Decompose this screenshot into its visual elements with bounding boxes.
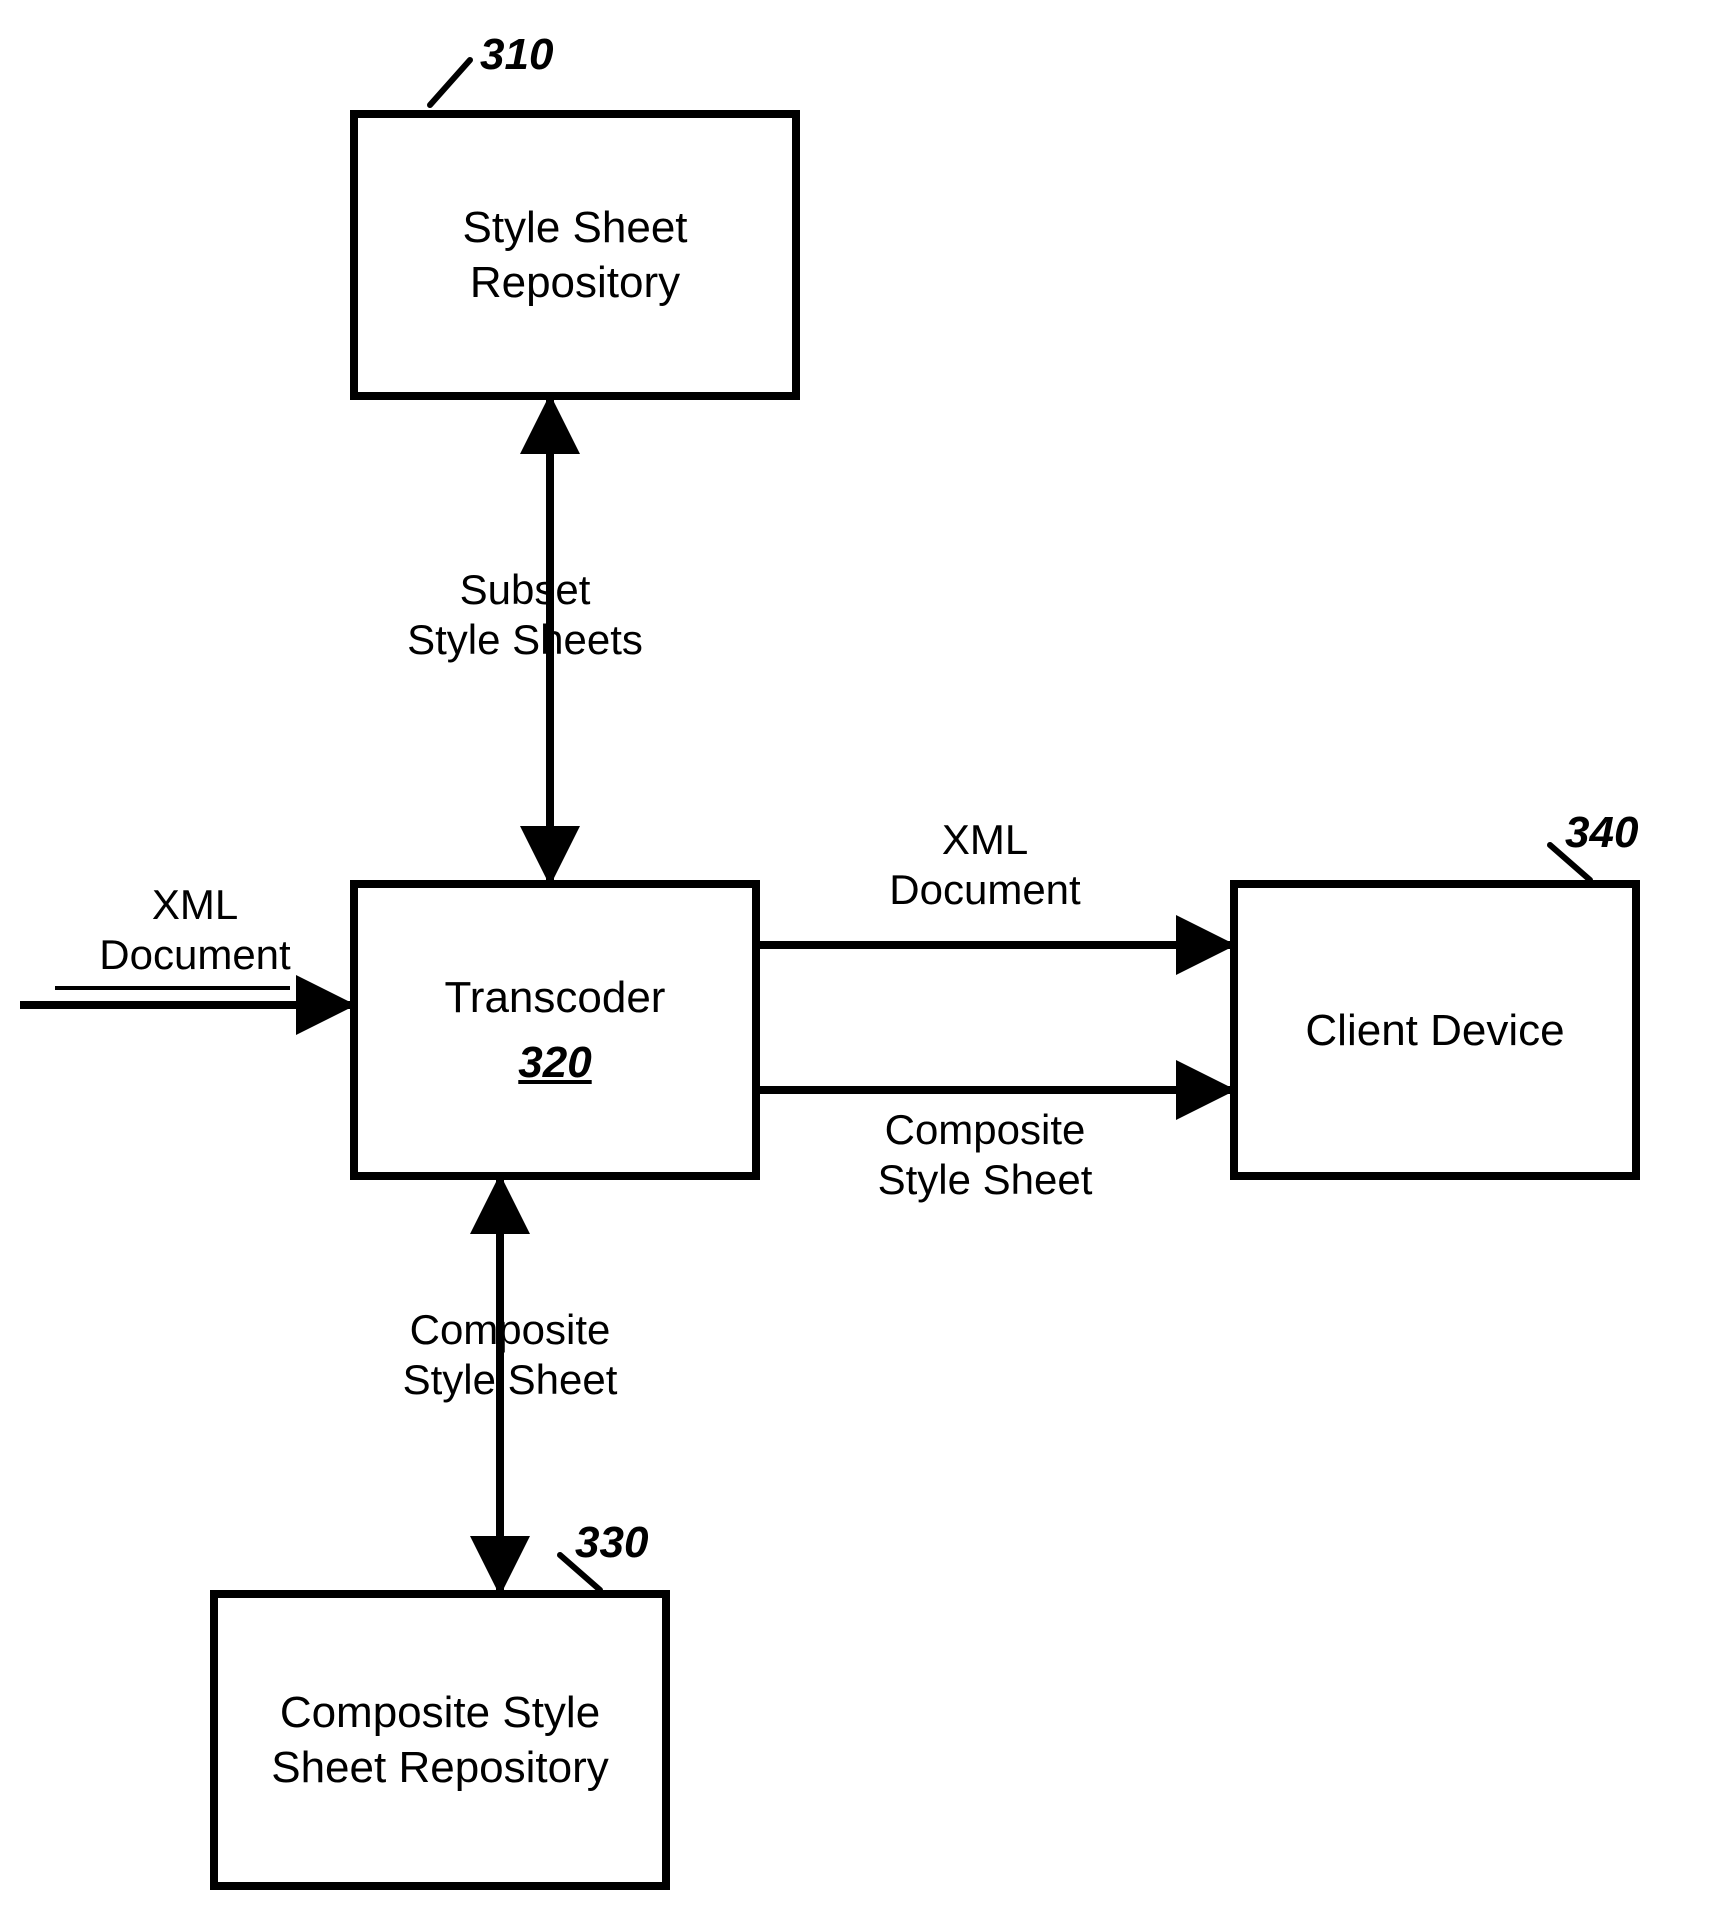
node-label: Style SheetRepository — [462, 200, 687, 310]
node-repo: Style SheetRepository — [350, 110, 800, 400]
diagram-canvas: Style SheetRepository 310 Transcoder 320 Com… — [0, 0, 1729, 1919]
node-client: Client Device — [1230, 880, 1640, 1180]
node-transcoder: Transcoder 320 — [350, 880, 760, 1180]
ref-label-client: 340 — [1565, 808, 1638, 858]
node-label: Client Device — [1305, 1003, 1564, 1058]
ref-leader — [430, 60, 470, 105]
edge-label-subset: SubsetStyle Sheets — [325, 565, 725, 666]
ref-label-composite: 330 — [575, 1518, 648, 1568]
node-label: Composite StyleSheet Repository — [271, 1685, 609, 1795]
node-label: Transcoder — [445, 970, 666, 1025]
edge-label-xml_in: XMLDocument — [70, 880, 320, 981]
edge-label-composite_out: CompositeStyle Sheet — [810, 1105, 1160, 1206]
edge-label-xml_out: XMLDocument — [810, 815, 1160, 916]
node-ref: 320 — [445, 1035, 666, 1090]
ref-label-repo: 310 — [480, 30, 553, 80]
edge-label-composite_down: CompositeStyle Sheet — [310, 1305, 710, 1406]
node-composite: Composite StyleSheet Repository — [210, 1590, 670, 1890]
